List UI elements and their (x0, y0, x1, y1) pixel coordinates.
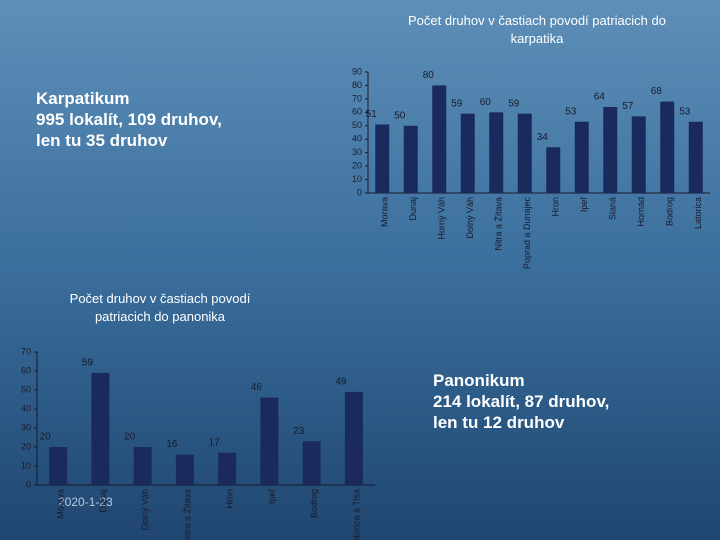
value-label: 20 (124, 432, 136, 443)
x-tick-label: Morava (380, 197, 390, 227)
x-tick-label: Ipeľ (267, 489, 277, 505)
title-line: Počet druhov v častiach povodí patriacic… (408, 13, 666, 28)
text-line: 214 lokalít, 87 druhov, (433, 392, 609, 411)
y-tick-label: 10 (352, 174, 362, 184)
bar (688, 121, 703, 193)
bar (344, 391, 363, 485)
x-tick-label: Poprad a Dunajec (522, 197, 532, 270)
x-tick-label: Horný Váh (437, 197, 447, 240)
bar (460, 113, 475, 193)
value-label: 59 (508, 98, 520, 109)
y-tick-label: 60 (352, 107, 362, 117)
bar (631, 116, 646, 193)
bar (133, 447, 152, 485)
karpatikum-text: Karpatikum 995 lokalít, 109 druhov, len … (36, 89, 227, 150)
x-tick-label: Bodrog (665, 197, 675, 226)
x-tick-label: Dunaj (408, 197, 418, 221)
bar (574, 121, 589, 193)
y-tick-label: 80 (352, 80, 362, 90)
title-line: karpatika (511, 31, 565, 46)
bar (603, 106, 618, 193)
chart-title: Počet druhov v častiach povodí patriacich… (70, 291, 251, 324)
y-tick-label: 60 (21, 365, 31, 375)
x-tick-label: Ipeľ (579, 197, 589, 213)
value-label: 64 (594, 92, 606, 103)
x-tick-label: Dolný Váh (465, 197, 475, 239)
y-tick-label: 50 (352, 120, 362, 130)
bar (260, 397, 279, 485)
value-label: 34 (537, 132, 549, 143)
y-tick-label: 90 (352, 66, 362, 76)
x-tick-label: Nitra a Žitava (494, 197, 504, 251)
chart-title: Počet druhov v častiach povodí patriacic… (408, 13, 666, 46)
text-line: Panonikum (433, 371, 525, 390)
value-label: 20 (40, 432, 52, 443)
y-tick-label: 10 (21, 460, 31, 470)
value-label: 60 (480, 97, 492, 108)
value-label: 16 (166, 439, 178, 450)
y-tick-label: 40 (352, 134, 362, 144)
value-label: 59 (451, 98, 463, 109)
y-tick-label: 20 (352, 160, 362, 170)
date: 2020-1-23 (58, 495, 113, 509)
y-tick-label: 50 (21, 384, 31, 394)
value-label: 46 (251, 382, 263, 393)
value-label: 50 (394, 110, 406, 121)
bar (660, 101, 675, 193)
bar (49, 447, 68, 485)
bar (91, 372, 110, 485)
value-label: 49 (335, 377, 347, 388)
text-line: Karpatikum (36, 89, 130, 108)
text-line: 995 lokalít, 109 druhov, (36, 110, 222, 129)
x-tick-label: Nitra a Žitava (182, 489, 192, 540)
y-tick-label: 0 (357, 187, 362, 197)
x-tick-label: Latorica a Tisa (351, 489, 361, 540)
text-line: len tu 12 druhov (433, 413, 565, 432)
value-label: 80 (423, 70, 435, 81)
y-tick-label: 40 (21, 403, 31, 413)
y-tick-label: 70 (21, 346, 31, 356)
y-tick-label: 30 (21, 422, 31, 432)
bar (432, 85, 447, 193)
value-label: 17 (209, 437, 221, 448)
x-tick-label: Bodrog (309, 489, 319, 518)
bar (175, 454, 194, 485)
value-label: 23 (293, 426, 305, 437)
title-line: Počet druhov v častiach povodí (70, 291, 251, 306)
value-label: 53 (679, 106, 691, 117)
bar (489, 112, 504, 193)
x-tick-label: Hornád (636, 197, 646, 227)
value-label: 57 (622, 101, 634, 112)
bar (403, 125, 418, 193)
bar (546, 147, 561, 193)
bar (302, 441, 321, 485)
x-tick-label: Dunaj (98, 489, 108, 513)
y-tick-label: 20 (21, 441, 31, 451)
value-label: 59 (82, 358, 94, 369)
value-label: 51 (366, 109, 378, 120)
value-label: 53 (565, 106, 577, 117)
value-label: 68 (651, 86, 663, 97)
y-tick-label: 0 (26, 479, 31, 489)
x-tick-label: Latorica (693, 197, 703, 229)
text-line: len tu 35 druhov (36, 131, 168, 150)
bar (517, 113, 532, 193)
x-tick-label: Hron (551, 197, 561, 217)
y-tick-label: 70 (352, 93, 362, 103)
x-tick-label: Slaná (608, 197, 618, 220)
panonikum-text: Panonikum 214 lokalít, 87 druhov, len tu… (433, 371, 614, 432)
title-line: patriacich do panonika (95, 309, 226, 324)
x-tick-label: Dolný Váh (140, 489, 150, 531)
y-tick-label: 30 (352, 147, 362, 157)
x-tick-label: Hron (225, 489, 235, 509)
bar (375, 124, 390, 193)
x-tick-label: Morava (56, 489, 66, 519)
bar (218, 452, 237, 485)
